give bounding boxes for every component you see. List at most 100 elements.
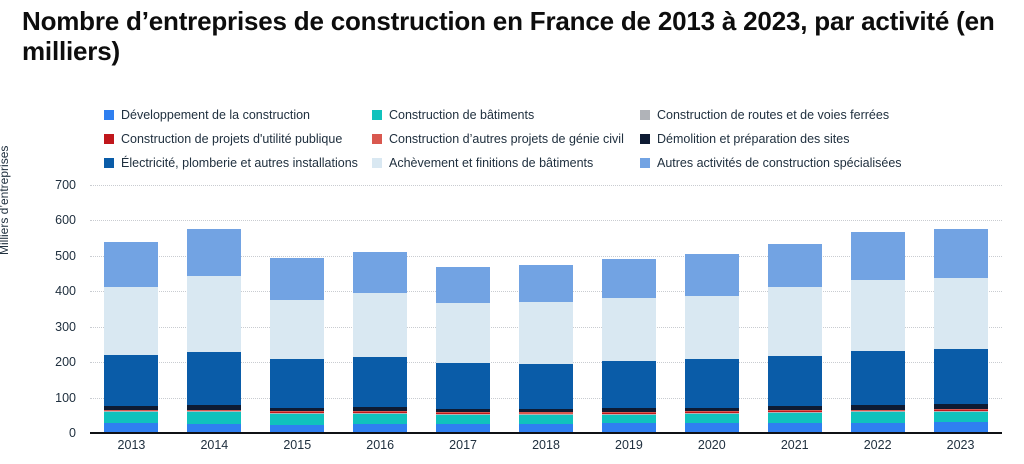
legend-item[interactable]: Autres activités de construction spécial… [640,157,1004,170]
bar-segment[interactable] [353,411,408,413]
bar-segment[interactable] [933,410,988,412]
bar-segment[interactable] [270,413,325,415]
bar-segment[interactable] [270,359,325,408]
bar-segment[interactable] [353,293,408,358]
bar-segment[interactable] [601,423,656,433]
legend-item[interactable]: Développement de la construction [104,109,372,122]
bar-segment[interactable] [436,363,491,409]
bar-segment[interactable] [601,414,656,424]
bar-segment[interactable] [933,411,988,423]
bar-segment[interactable] [519,301,573,364]
legend-item[interactable]: Démolition et préparation des sites [640,133,1004,146]
bar-segment[interactable] [187,411,242,413]
bar-segment[interactable] [684,254,739,296]
bar-segment[interactable] [684,407,739,412]
bar-segment[interactable] [850,409,905,411]
bar-segment[interactable] [270,424,325,433]
bar-segment[interactable] [601,411,656,413]
bar-segment[interactable] [519,414,573,416]
bar-segment[interactable] [519,408,573,413]
bar-segment[interactable] [684,412,739,414]
bar-segment[interactable] [519,415,573,424]
bar-segment[interactable] [187,405,242,410]
bar-segment[interactable] [436,266,491,304]
bar-segment[interactable] [519,264,573,302]
bar-segment[interactable] [767,411,822,413]
bar-segment[interactable] [767,410,822,412]
bar-segment[interactable] [104,355,159,406]
bar-group[interactable] [933,185,988,433]
bar-segment[interactable] [187,276,242,352]
bar-segment[interactable] [187,410,242,412]
bar-segment[interactable] [187,228,242,277]
legend-item[interactable]: Achèvement et finitions de bâtiments [372,157,640,170]
bar-group[interactable] [187,185,242,433]
bar-segment[interactable] [933,422,988,433]
bar-segment[interactable] [684,411,739,413]
bar-segment[interactable] [353,252,408,294]
bar-segment[interactable] [601,412,656,414]
bar-segment[interactable] [187,412,242,424]
bar-segment[interactable] [353,424,408,433]
bar-segment[interactable] [933,408,988,410]
bar-segment[interactable] [767,406,822,411]
bar-group[interactable] [684,185,739,433]
bar-segment[interactable] [601,413,656,415]
bar-segment[interactable] [601,407,656,412]
stacked-bar[interactable] [187,228,242,433]
bar-group[interactable] [850,185,905,433]
legend-item[interactable]: Construction de routes et de voies ferré… [640,109,1004,122]
bar-segment[interactable] [436,412,491,414]
bar-segment[interactable] [187,351,242,406]
bar-segment[interactable] [436,414,491,424]
bar-segment[interactable] [933,229,988,278]
legend-item[interactable]: Construction de projets d'utilité publiq… [104,133,372,146]
stacked-bar[interactable] [933,229,988,433]
bar-segment[interactable] [850,280,905,351]
bar-segment[interactable] [353,357,408,408]
bar-segment[interactable] [104,242,159,288]
bar-segment[interactable] [850,232,905,280]
bar-segment[interactable] [767,412,822,414]
bar-segment[interactable] [187,409,242,411]
bar-segment[interactable] [353,407,408,412]
bar-segment[interactable] [601,360,656,408]
bar-segment[interactable] [933,277,988,350]
bar-segment[interactable] [850,422,905,433]
bar-segment[interactable] [519,412,573,414]
bar-segment[interactable] [104,287,159,356]
bar-segment[interactable] [767,413,822,424]
bar-segment[interactable] [601,259,656,299]
bar-segment[interactable] [519,423,573,433]
bar-segment[interactable] [104,412,159,424]
bar-segment[interactable] [104,409,159,411]
bar-segment[interactable] [436,408,491,413]
bar-segment[interactable] [933,404,988,409]
bar-segment[interactable] [767,287,822,356]
bar-group[interactable] [270,185,325,433]
legend-item[interactable]: Électricité, plomberie et autres install… [104,157,372,170]
bar-group[interactable] [436,185,491,433]
bar-segment[interactable] [519,363,573,409]
bar-group[interactable] [104,185,159,433]
bar-segment[interactable] [933,409,988,411]
stacked-bar[interactable] [270,257,325,433]
bar-segment[interactable] [436,423,491,433]
bar-segment[interactable] [104,405,159,410]
bar-segment[interactable] [270,407,325,412]
bar-group[interactable] [767,185,822,433]
bar-segment[interactable] [270,257,325,300]
bar-segment[interactable] [684,295,739,359]
bar-segment[interactable] [436,413,491,414]
legend-item[interactable]: Construction d’autres projets de génie c… [372,133,640,146]
bar-segment[interactable] [850,350,905,406]
bar-segment[interactable] [270,412,325,414]
bar-segment[interactable] [850,405,905,410]
bar-segment[interactable] [104,411,159,413]
stacked-bar[interactable] [519,264,573,433]
stacked-bar[interactable] [104,242,159,433]
stacked-bar[interactable] [767,244,822,433]
bar-segment[interactable] [601,298,656,361]
stacked-bar[interactable] [850,232,905,433]
bar-segment[interactable] [270,299,325,360]
